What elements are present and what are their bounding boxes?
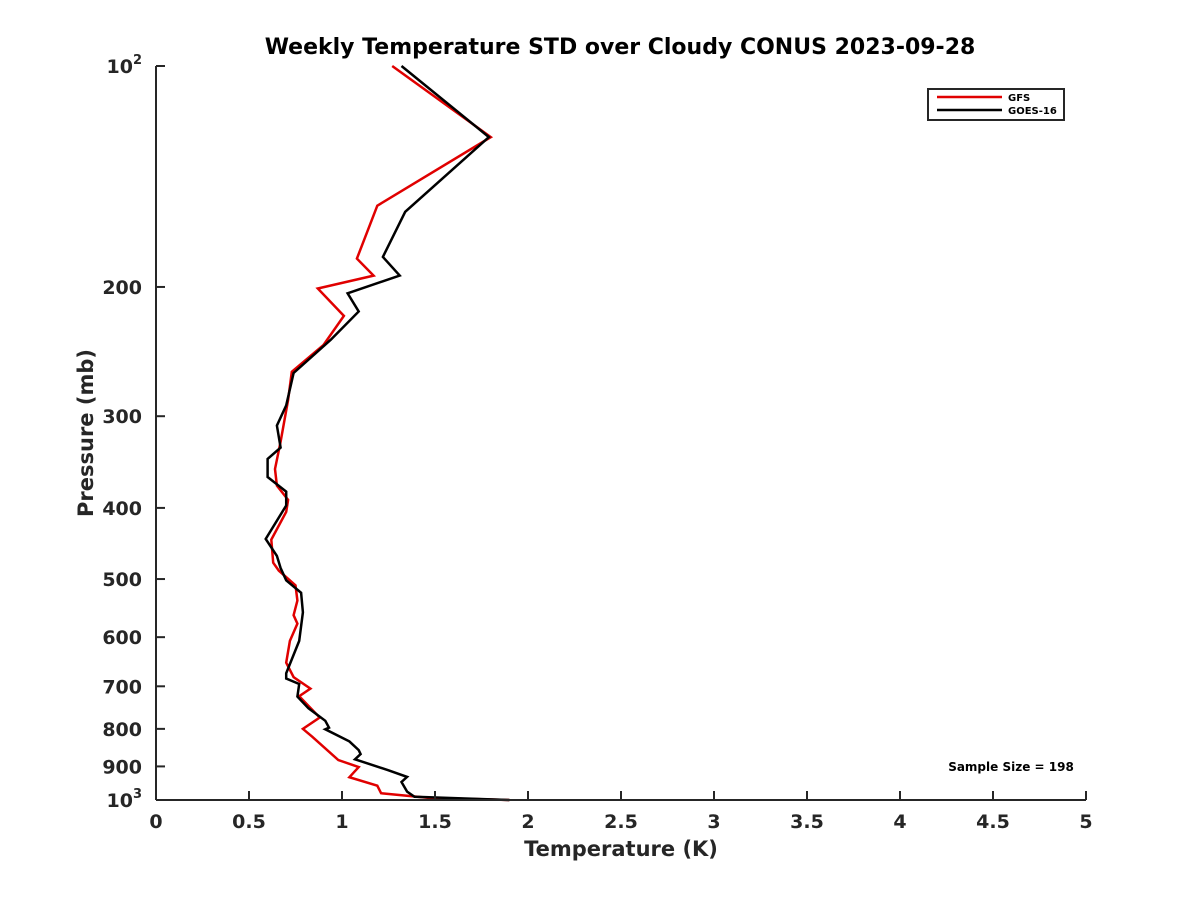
y-tick-label: 700: [102, 676, 142, 698]
y-tick-label: 800: [102, 719, 142, 741]
y-tick-label: 103: [107, 787, 143, 812]
x-tick-label: 3: [707, 811, 720, 833]
x-tick-label: 1: [335, 811, 348, 833]
x-tick-label: 0.5: [232, 811, 266, 833]
y-tick-label: 400: [102, 498, 142, 520]
x-tick-label: 0: [149, 811, 162, 833]
x-ticks: 0 0.5 1 1.5 2 2.5 3 3.5 4 4.5 5: [149, 791, 1093, 833]
legend-box: [927, 88, 1065, 121]
series-line-gfs: [270, 64, 510, 802]
x-tick-label: 2: [521, 811, 534, 833]
chart-title: Weekly Temperature STD over Cloudy CONUS…: [265, 35, 976, 60]
y-tick-label: 900: [102, 756, 142, 778]
y-tick-label: 300: [102, 406, 142, 428]
y-tick-label: 500: [102, 569, 142, 591]
y-tick-label: 102: [107, 53, 143, 78]
y-tick-label: 600: [102, 627, 142, 649]
x-tick-label: 4: [893, 811, 906, 833]
x-tick-label: 5: [1079, 811, 1092, 833]
x-tick-label: 1.5: [418, 811, 452, 833]
sample-size-annotation: Sample Size = 198: [948, 760, 1074, 774]
series-line-goes-16: [264, 65, 510, 802]
y-tick-label: 200: [102, 277, 142, 299]
series-layer: [264, 64, 510, 802]
x-tick-label: 2.5: [604, 811, 638, 833]
y-axis-label: Pressure (mb): [74, 349, 98, 517]
legend: GFS GOES-16: [927, 88, 1065, 121]
x-tick-label: 4.5: [976, 811, 1010, 833]
x-tick-label: 3.5: [790, 811, 824, 833]
x-axis-label: Temperature (K): [524, 837, 718, 861]
legend-goes16-label: GOES-16: [1008, 106, 1057, 117]
legend-gfs-label: GFS: [1008, 93, 1030, 104]
y-ticks: 102 200 300 400 500 600 700 800 900 103: [102, 53, 165, 812]
